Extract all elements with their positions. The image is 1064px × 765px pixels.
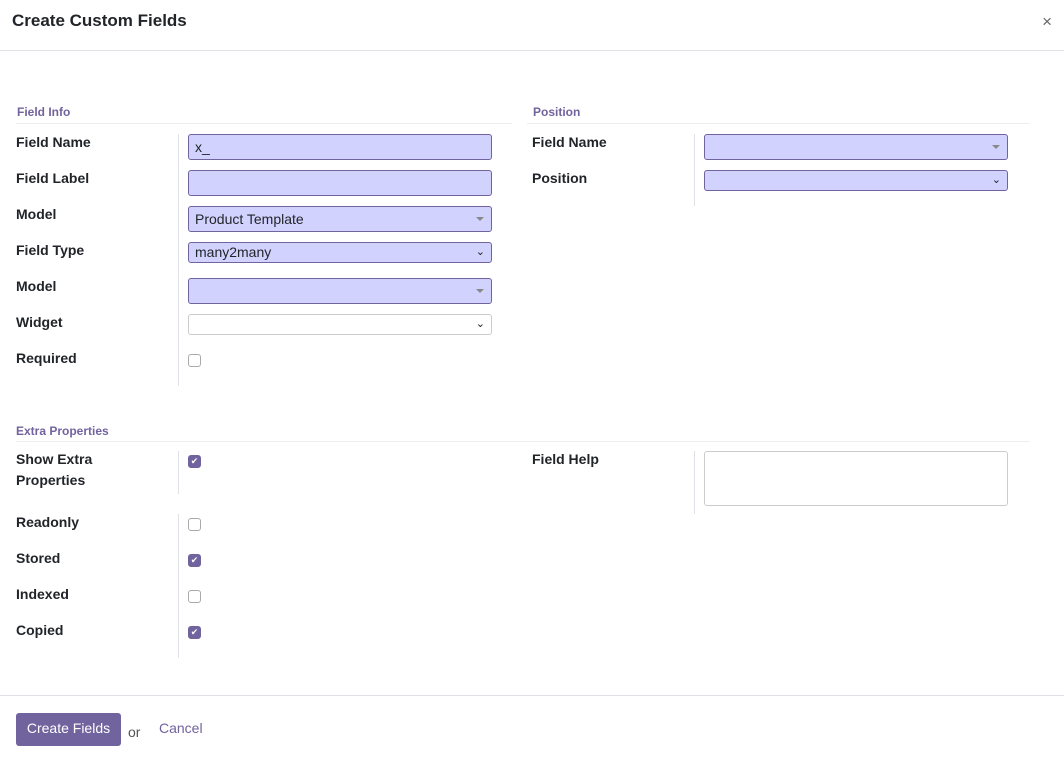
position-field-name-label: Field Name xyxy=(532,134,607,150)
caret-down-icon xyxy=(476,217,484,221)
divider xyxy=(178,451,179,494)
chevron-down-icon: ⌄ xyxy=(475,318,485,330)
caret-down-icon xyxy=(476,289,484,293)
dialog-title: Create Custom Fields xyxy=(12,11,187,30)
divider xyxy=(16,441,1030,442)
field-label-input[interactable] xyxy=(188,170,492,196)
create-fields-button[interactable]: Create Fields xyxy=(16,713,121,746)
divider xyxy=(527,123,1030,124)
section-field-info: Field Info xyxy=(17,105,71,119)
divider xyxy=(16,123,512,124)
header-divider xyxy=(0,50,1064,51)
readonly-checkbox[interactable] xyxy=(188,518,201,531)
cancel-link[interactable]: Cancel xyxy=(159,720,203,736)
widget-label: Widget xyxy=(16,314,63,330)
stored-label: Stored xyxy=(16,550,61,566)
model-value: Product Template xyxy=(195,211,304,227)
model-select[interactable]: Product Template xyxy=(188,206,492,232)
relation-model-label: Model xyxy=(16,278,57,294)
indexed-label: Indexed xyxy=(16,586,69,602)
field-name-input[interactable]: x_ xyxy=(188,134,492,160)
show-extra-checkbox[interactable]: ✔ xyxy=(188,455,201,468)
field-help-label: Field Help xyxy=(532,451,599,467)
position-select[interactable]: ⌄ xyxy=(704,170,1008,191)
divider xyxy=(694,134,695,206)
field-name-label: Field Name xyxy=(16,134,91,150)
field-type-label: Field Type xyxy=(16,242,85,258)
close-icon[interactable]: × xyxy=(1042,12,1052,31)
widget-select[interactable]: ⌄ xyxy=(188,314,492,335)
copied-checkbox[interactable]: ✔ xyxy=(188,626,201,639)
indexed-checkbox[interactable] xyxy=(188,590,201,603)
copied-label: Copied xyxy=(16,622,64,638)
required-label: Required xyxy=(16,350,77,366)
field-label-label: Field Label xyxy=(16,170,90,186)
chevron-down-icon: ⌄ xyxy=(475,246,485,258)
readonly-label: Readonly xyxy=(16,514,80,530)
model-label: Model xyxy=(16,206,57,222)
position-field-name-select[interactable] xyxy=(704,134,1008,160)
chevron-down-icon: ⌄ xyxy=(991,174,1001,186)
stored-checkbox[interactable]: ✔ xyxy=(188,554,201,567)
or-text: or xyxy=(128,724,141,740)
show-extra-label: Show Extra Properties xyxy=(16,451,93,488)
footer-divider xyxy=(0,695,1064,696)
divider xyxy=(178,514,179,658)
position-label: Position xyxy=(532,170,588,186)
divider xyxy=(178,134,179,386)
section-position: Position xyxy=(533,105,581,119)
field-help-textarea[interactable] xyxy=(704,451,1008,506)
required-checkbox[interactable] xyxy=(188,354,201,367)
divider xyxy=(694,451,695,514)
relation-model-select[interactable] xyxy=(188,278,492,304)
caret-down-icon xyxy=(992,145,1000,149)
field-type-value: many2many xyxy=(195,244,272,260)
field-type-select[interactable]: many2many ⌄ xyxy=(188,242,492,263)
section-extra-properties: Extra Properties xyxy=(16,424,109,438)
